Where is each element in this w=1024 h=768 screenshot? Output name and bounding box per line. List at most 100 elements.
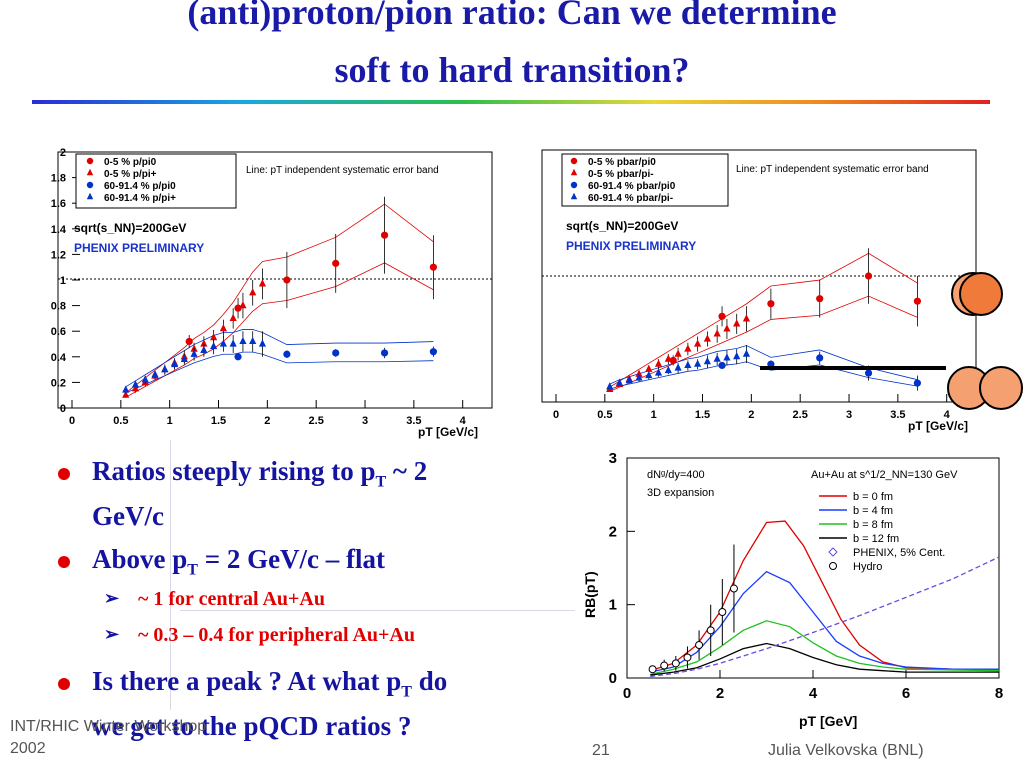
right-point [718,312,726,320]
left-point [185,337,193,346]
theory-legend-entry: b = 4 fm [853,505,893,517]
left-point [151,370,159,378]
theory-phenix-point [660,661,669,670]
bullet-2-text: Above p [92,544,188,574]
left-point [332,259,340,267]
theory-x-axis-label: pT [GeV] [799,713,857,729]
slide-guide-horizontal [180,610,575,611]
right-point [816,354,824,362]
right-x-tick-label: 1 [651,409,657,421]
theory-phenix-point [729,584,738,593]
right-point [864,369,873,377]
right-band-lo [609,361,918,390]
right-x-tick-label: 3 [846,409,852,421]
left-y-tick-label: 0 [60,403,66,415]
left-energy-label: sqrt(s_NN)=200GeV [74,221,186,235]
right-point [664,354,672,362]
left-point [200,339,208,347]
left-y-tick-label: 0.4 [51,352,67,364]
footer-event-line1: INT/RHIC Winter Workshop [10,718,207,735]
bullet-3-sub: T [401,683,412,701]
right-point [703,334,711,342]
slide-guide-vertical [170,440,171,710]
theory-label-3d: 3D expansion [647,487,714,499]
left-x-tick-label: 2.5 [309,415,324,427]
theory-phenix-point [718,608,727,616]
theory-curve [650,620,1000,675]
left-point [190,349,198,357]
theory-legend-entry: b = 8 fm [853,519,893,531]
left-x-tick-label: 1 [167,415,173,427]
left-point [122,385,130,393]
footer-page-number: 21 [592,742,610,759]
title-line-2: soft to hard transition? [334,50,690,90]
left-x-tick-label: 3 [362,415,368,427]
right-legend-marker [570,168,578,176]
theory-y-tick-label: 0 [609,670,617,687]
right-point [864,272,873,280]
right-point [694,359,702,367]
bullet-dot-1 [58,468,70,480]
bullet-3-text: Is there a peak ? At what p [92,666,402,696]
left-point [210,333,218,341]
right-band-note: Line: pT independent systematic error ba… [736,164,929,175]
left-legend-marker [86,168,94,176]
theory-label-dndy: dNᵍ/dy=400 [647,469,705,481]
left-x-tick-label: 3.5 [406,415,421,427]
theory-x-tick-label: 6 [902,685,910,702]
left-point [380,349,389,357]
right-point [767,360,775,368]
left-legend-marker [86,157,94,165]
left-point [380,231,389,239]
right-point [625,375,633,384]
right-point [606,382,614,390]
left-point [141,375,149,383]
pion-proton-sketch [947,272,1023,410]
left-point [234,353,242,361]
left-band-lo [125,351,434,394]
right-x-tick-label: 2.5 [793,409,808,421]
theory-rb-plot: 0 2 4 6 8 0 1 2 3 dNᵍ/dy=400 3D expansion Au+Au … [582,450,1003,729]
left-band-note: Line: pT independent systematic error ba… [246,165,439,176]
left-y-tick-label: 1.6 [51,198,66,210]
right-x-tick-label: 0 [553,409,559,421]
left-point [219,339,227,347]
right-legend-marker [570,181,578,189]
right-x-tick-label: 1.5 [695,409,710,421]
right-point [718,361,726,370]
left-point [234,304,242,312]
title-line-1: (anti)proton/pion ratio: Can we determin… [187,0,837,32]
theory-legend-entry: PHENIX, 5% Cent. [853,547,945,559]
theory-legend-entry: b = 12 fm [853,533,899,545]
bullet-2-sub: T [187,561,198,579]
right-legend-entry: 60-91.4 % pbar/pi- [588,193,673,204]
right-point [674,349,682,357]
theory-legend-marker [828,547,838,557]
right-point [913,379,921,387]
left-point [283,350,291,358]
left-legend-entry: 60-91.4 % p/pi+ [104,193,176,204]
right-point [635,369,643,377]
right-legend-entry: 60-91.4 % pbar/pi0 [588,181,676,192]
sub-bullet-2: ~ 0.3 – 0.4 for peripheral Au+Au [138,624,415,646]
left-x-tick-label: 4 [460,415,467,427]
theory-y-tick-label: 2 [609,523,617,540]
right-point [723,324,731,332]
left-legend-marker [86,181,94,189]
right-point [654,368,663,376]
right-point [913,297,921,305]
left-phenix-label: PHENIX PRELIMINARY [74,241,204,255]
right-point [645,370,653,379]
left-point [210,341,218,350]
bullet-2-text-b: = 2 GeV/c – flat [197,544,386,574]
theory-phenix-point [648,665,657,674]
right-phenix-label: PHENIX PRELIMINARY [566,239,696,253]
theory-curve [650,642,999,676]
right-x-tick-label: 2 [748,409,754,421]
footer-event: INT/RHIC Winter Workshop 2002 [10,716,206,760]
right-point [694,339,702,347]
right-point [645,364,653,372]
right-x-axis-label: pT [GeV/c] [908,419,968,433]
sub-bullet-1: ~ 1 for central Au+Au [138,588,325,610]
left-y-tick-label: 1 [60,275,66,287]
